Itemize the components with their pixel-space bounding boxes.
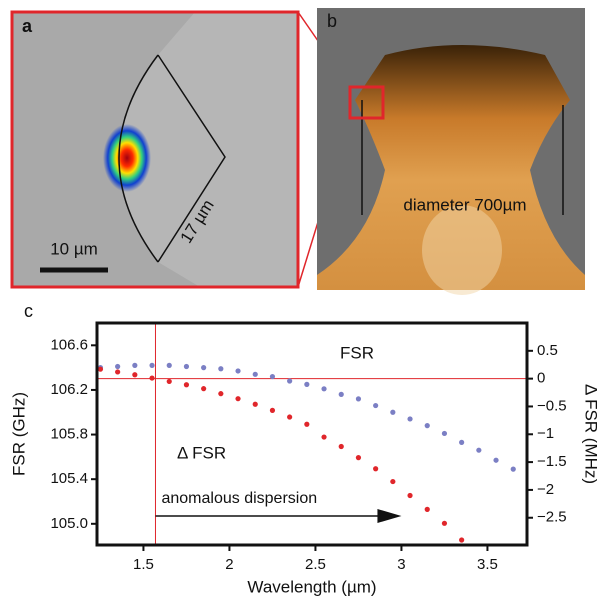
series-label: FSR [340,343,374,362]
data-point [115,364,120,369]
data-point [115,369,120,374]
x-tick-label: 2 [225,556,233,573]
y2-tick-label: 0 [537,370,545,387]
data-point [304,382,309,387]
data-point [339,392,344,397]
data-point [425,507,430,512]
data-point [149,363,154,368]
y-tick-label: 106.6 [50,336,88,353]
data-point [425,423,430,428]
data-point [459,537,464,542]
data-point [442,521,447,526]
x-tick-label: 2.5 [305,556,326,573]
plot-frame [97,323,527,545]
y-axis-label: FSR (GHz) [9,392,28,476]
y2-tick-label: −1 [537,425,554,442]
data-point [304,422,309,427]
data-point [407,493,412,498]
data-point [270,408,275,413]
data-point [184,382,189,387]
x-tick-label: 3 [397,556,405,573]
scale-label: 10 µm [50,239,98,258]
data-point [356,455,361,460]
y-tick-label: 105.4 [50,470,88,487]
data-point [149,375,154,380]
data-point [459,440,464,445]
highlight [422,205,502,295]
annotation-text: anomalous dispersion [161,490,317,507]
data-point [184,364,189,369]
data-point [511,467,516,472]
annotation: diameter 700µm [403,195,526,214]
data-point [287,414,292,419]
data-point [167,363,172,368]
y-tick-label: 105.0 [50,515,88,532]
arrowhead [377,509,401,523]
y2-tick-label: 0.5 [537,342,558,359]
data-point [253,402,258,407]
panel-a: a 10 µm 17 µm [12,12,298,287]
data-point [476,448,481,453]
data-point [373,403,378,408]
data-point [201,386,206,391]
data-point [339,444,344,449]
data-point [493,458,498,463]
y-tick-label: 106.2 [50,381,88,398]
x-axis-label: Wavelength (µm) [247,577,376,596]
data-point [407,416,412,421]
data-point [167,379,172,384]
y2-tick-label: −2.5 [537,509,567,526]
data-point [356,396,361,401]
data-point [270,374,275,379]
data-point [218,366,223,371]
figure: a 10 µm 17 µm b diameter 700µm c FSR Δ FSR… [0,0,597,604]
data-point [98,367,103,372]
data-point [442,431,447,436]
series-label: Δ FSR [177,443,226,462]
y2-tick-label: −1.5 [537,453,567,470]
panel-label: a [22,16,33,36]
mode-profile [103,124,151,192]
data-point [390,410,395,415]
data-point [235,368,240,373]
panel-label: b [327,11,337,31]
data-point [253,372,258,377]
data-point [390,479,395,484]
x-tick-label: 1.5 [133,556,154,573]
data-point [132,363,137,368]
data-point [201,365,206,370]
data-point [132,372,137,377]
data-point [321,434,326,439]
y2-tick-label: −0.5 [537,397,567,414]
chart: c FSR Δ FSR anomalous dispersion 1.5 2 2.5 3 3.5… [9,301,597,597]
data-point [321,386,326,391]
y-tick-label: 105.8 [50,426,88,443]
panel-label: c [24,301,33,321]
y2-tick-label: −2 [537,481,554,498]
data-point [373,466,378,471]
y2-axis-label: Δ FSR (MHz) [582,384,597,484]
data-point [287,378,292,383]
data-point [235,396,240,401]
panel-b: b diameter 700µm [317,8,585,295]
x-tick-label: 3.5 [477,556,498,573]
data-point [218,391,223,396]
